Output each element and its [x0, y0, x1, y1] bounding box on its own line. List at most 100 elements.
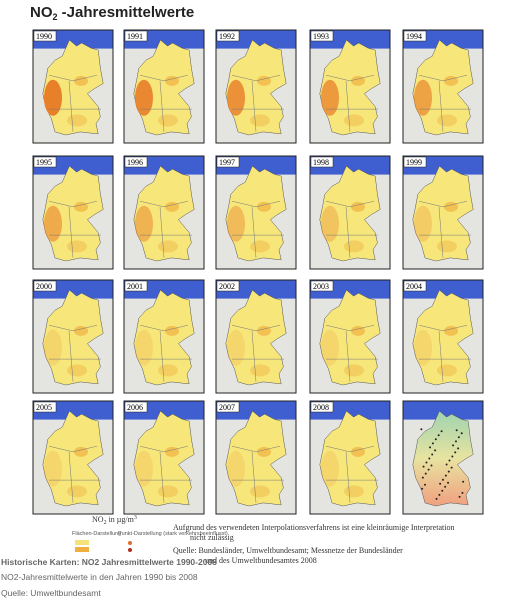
- station-dot: [454, 440, 457, 443]
- title-sub: 2: [53, 12, 58, 22]
- pollution-area: [257, 325, 271, 336]
- station-dot: [452, 444, 455, 447]
- map-panel: 2003: [309, 279, 391, 394]
- pollution-area: [351, 446, 365, 457]
- pollution-area: [351, 325, 365, 336]
- year-box: [33, 401, 57, 413]
- year-label: 1994: [406, 32, 422, 41]
- map-panel: 1993: [309, 29, 391, 144]
- station-dot: [447, 470, 450, 473]
- pollution-area: [67, 240, 87, 253]
- pollution-area: [321, 79, 339, 116]
- year-box: [310, 156, 334, 168]
- pollution-area: [257, 201, 271, 212]
- map-panel: 1999: [402, 155, 484, 270]
- station-dot: [454, 451, 457, 454]
- pollution-area: [44, 205, 62, 242]
- year-label: 1997: [219, 158, 235, 167]
- year-box: [124, 401, 148, 413]
- station-dot: [421, 476, 424, 479]
- germany: [319, 289, 381, 386]
- station-dot: [440, 430, 443, 433]
- map-panel: 1991: [123, 29, 205, 144]
- map-panel: 2004: [402, 279, 484, 394]
- pollution-area: [250, 240, 270, 253]
- map-panel: 1990: [32, 29, 114, 144]
- germany: [225, 289, 287, 386]
- pollution-area: [344, 114, 364, 127]
- pollution-area: [135, 450, 153, 487]
- pollution-area: [44, 79, 62, 116]
- station-dot: [424, 483, 426, 486]
- pollution-area: [321, 450, 339, 487]
- station-dot: [462, 480, 465, 483]
- pollution-area: [74, 325, 88, 336]
- year-box: [310, 280, 334, 292]
- pollution-area: [437, 364, 457, 377]
- germany: [225, 165, 287, 262]
- pollution-area: [227, 329, 245, 366]
- station-dot: [448, 459, 451, 462]
- state-borders: [325, 74, 378, 132]
- year-box: [33, 30, 57, 42]
- pollution-area: [437, 240, 457, 253]
- pollution-area: [165, 201, 179, 212]
- pollution-area: [227, 450, 245, 487]
- pollution-area: [227, 79, 245, 116]
- year-label: 2001: [127, 282, 143, 291]
- station-dot: [425, 461, 428, 464]
- state-borders: [325, 324, 378, 382]
- legend-dot: [128, 548, 132, 552]
- legend-sup: 3: [134, 515, 137, 521]
- legend-swatch: [75, 540, 89, 545]
- year-box: [403, 30, 427, 42]
- caption-title: Historische Karten: NO2 Jahresmittelwert…: [1, 557, 217, 567]
- state-borders: [139, 74, 192, 132]
- pollution-area: [67, 485, 87, 498]
- station-dot: [460, 432, 463, 435]
- station-dot: [444, 474, 447, 477]
- legend-point: Punkt-Darstellung (stark verkehrsbeeinfl…: [118, 531, 228, 537]
- germany: [319, 410, 381, 507]
- title-text: -Jahresmittelwerte: [58, 4, 195, 21]
- station-dot: [442, 478, 444, 481]
- pollution-area: [165, 446, 179, 457]
- legend-sub: 2: [104, 520, 107, 526]
- station-panel: [402, 400, 484, 515]
- legend-text: in µg/m: [107, 515, 135, 524]
- station-dot: [420, 428, 423, 431]
- station-dot: [450, 466, 453, 469]
- pollution-area: [257, 75, 271, 86]
- pollution-area: [74, 75, 88, 86]
- station-dot: [441, 489, 444, 492]
- map-grid: 1990 1991 1992 1993 1994 1995 1996 1997 1998 1999…: [32, 29, 484, 515]
- year-box: [33, 280, 57, 292]
- map-panel: 2000: [32, 279, 114, 394]
- note-line: nicht zulässig: [190, 533, 234, 542]
- germany: [412, 410, 474, 507]
- pollution-area: [227, 205, 245, 242]
- state-borders: [325, 445, 378, 503]
- pollution-area: [444, 325, 458, 336]
- source-line: und des Umweltbundesamtes 2008: [205, 556, 317, 565]
- pollution-area: [135, 329, 153, 366]
- pollution-area: [67, 114, 87, 127]
- state-borders: [139, 324, 192, 382]
- year-box: [216, 280, 240, 292]
- state-borders: [231, 200, 284, 258]
- pollution-area: [250, 364, 270, 377]
- caption-source: Quelle: Umweltbundesamt: [1, 588, 101, 598]
- germany: [42, 289, 104, 386]
- caption-description: NO2-Jahresmittelwerte in den Jahren 1990…: [1, 572, 198, 582]
- station-dot: [431, 442, 434, 445]
- year-label: 2005: [36, 403, 52, 412]
- state-borders: [325, 200, 378, 258]
- year-label: 2003: [313, 282, 329, 291]
- station-dot: [421, 487, 424, 490]
- state-borders: [418, 324, 471, 382]
- year-box: [310, 401, 334, 413]
- year-label: 1993: [313, 32, 329, 41]
- year-label: 2004: [406, 282, 422, 291]
- station-dot: [435, 497, 438, 500]
- station-dot: [438, 493, 441, 496]
